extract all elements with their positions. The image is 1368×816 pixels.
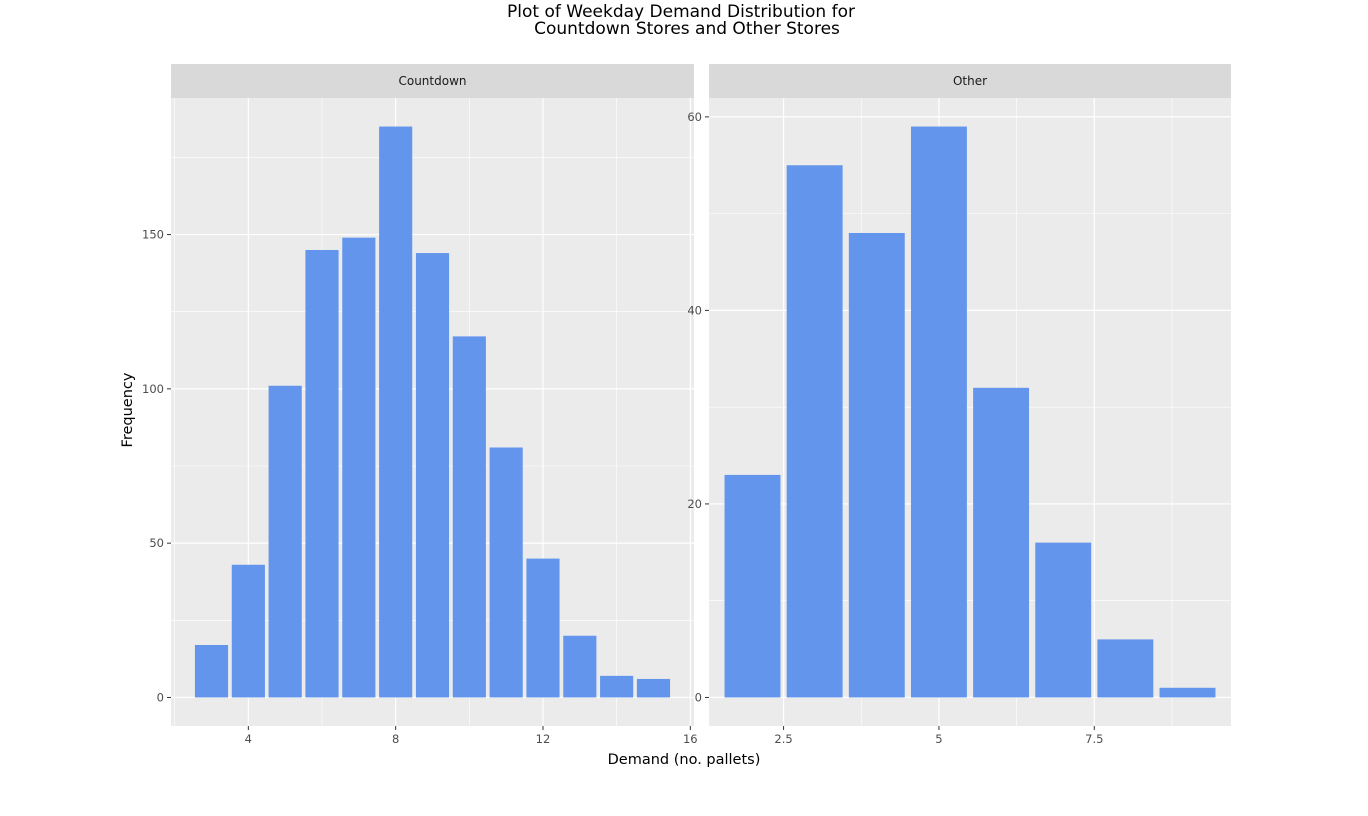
facet-panel-countdown: Countdown 0 50 100 150 4 8 12 16 [142,64,698,746]
histogram-bar [1159,687,1216,698]
histogram-bar [724,474,781,698]
histogram-bar [600,675,634,698]
facet-strip [709,64,1231,98]
x-tick-label: 7.5 [1085,732,1103,746]
x-tick-label: 8 [392,732,399,746]
histogram-bar [973,387,1030,698]
facet-panel-other: Other 0 20 40 60 2.5 5 7.5 [687,64,1231,746]
x-tick-label: 2.5 [774,732,792,746]
histogram-bar [452,336,486,698]
histogram-bar [489,447,523,698]
x-tick-label: 4 [245,732,252,746]
histogram-bar [526,558,560,698]
histogram-bar [305,249,339,698]
histogram-bar [1035,542,1092,698]
histogram-bar [1097,639,1154,698]
x-axis-title: Demand (no. pallets) [608,752,761,768]
facet-strip-label: Other [953,74,987,88]
facet-panels: Countdown 0 50 100 150 4 8 12 16 Other 0 20 40 60 2.5 5… [142,64,1231,746]
histogram-bar [231,564,265,698]
chart-title-line-1: Plot of Weekday Demand Distribution for [507,2,855,22]
y-tick-label: 100 [142,382,164,396]
y-tick-label: 150 [142,228,164,242]
histogram-bar [848,232,905,698]
x-tick-label: 5 [935,732,942,746]
histogram-bar [342,237,376,698]
histogram-bar [786,165,843,698]
histogram-bar [379,126,413,698]
x-tick-label: 16 [683,732,698,746]
facet-strip-label: Countdown [398,74,466,88]
y-tick-label: 20 [687,497,702,511]
y-axis-title: Frequency [120,372,136,447]
facet-strip [171,64,694,98]
y-tick-label: 50 [149,536,164,550]
y-tick-label: 0 [157,690,164,704]
histogram-bar [910,126,967,698]
histogram-bar [415,253,450,698]
histogram-bar [268,385,302,698]
histogram-bar [636,678,671,698]
y-tick-label: 40 [687,303,702,317]
chart-title-line-2: Countdown Stores and Other Stores [534,19,840,39]
y-tick-label: 60 [687,110,702,124]
x-tick-label: 12 [536,732,551,746]
y-tick-label: 0 [695,690,702,704]
histogram-bar [563,635,597,698]
histogram-bar [194,644,229,698]
